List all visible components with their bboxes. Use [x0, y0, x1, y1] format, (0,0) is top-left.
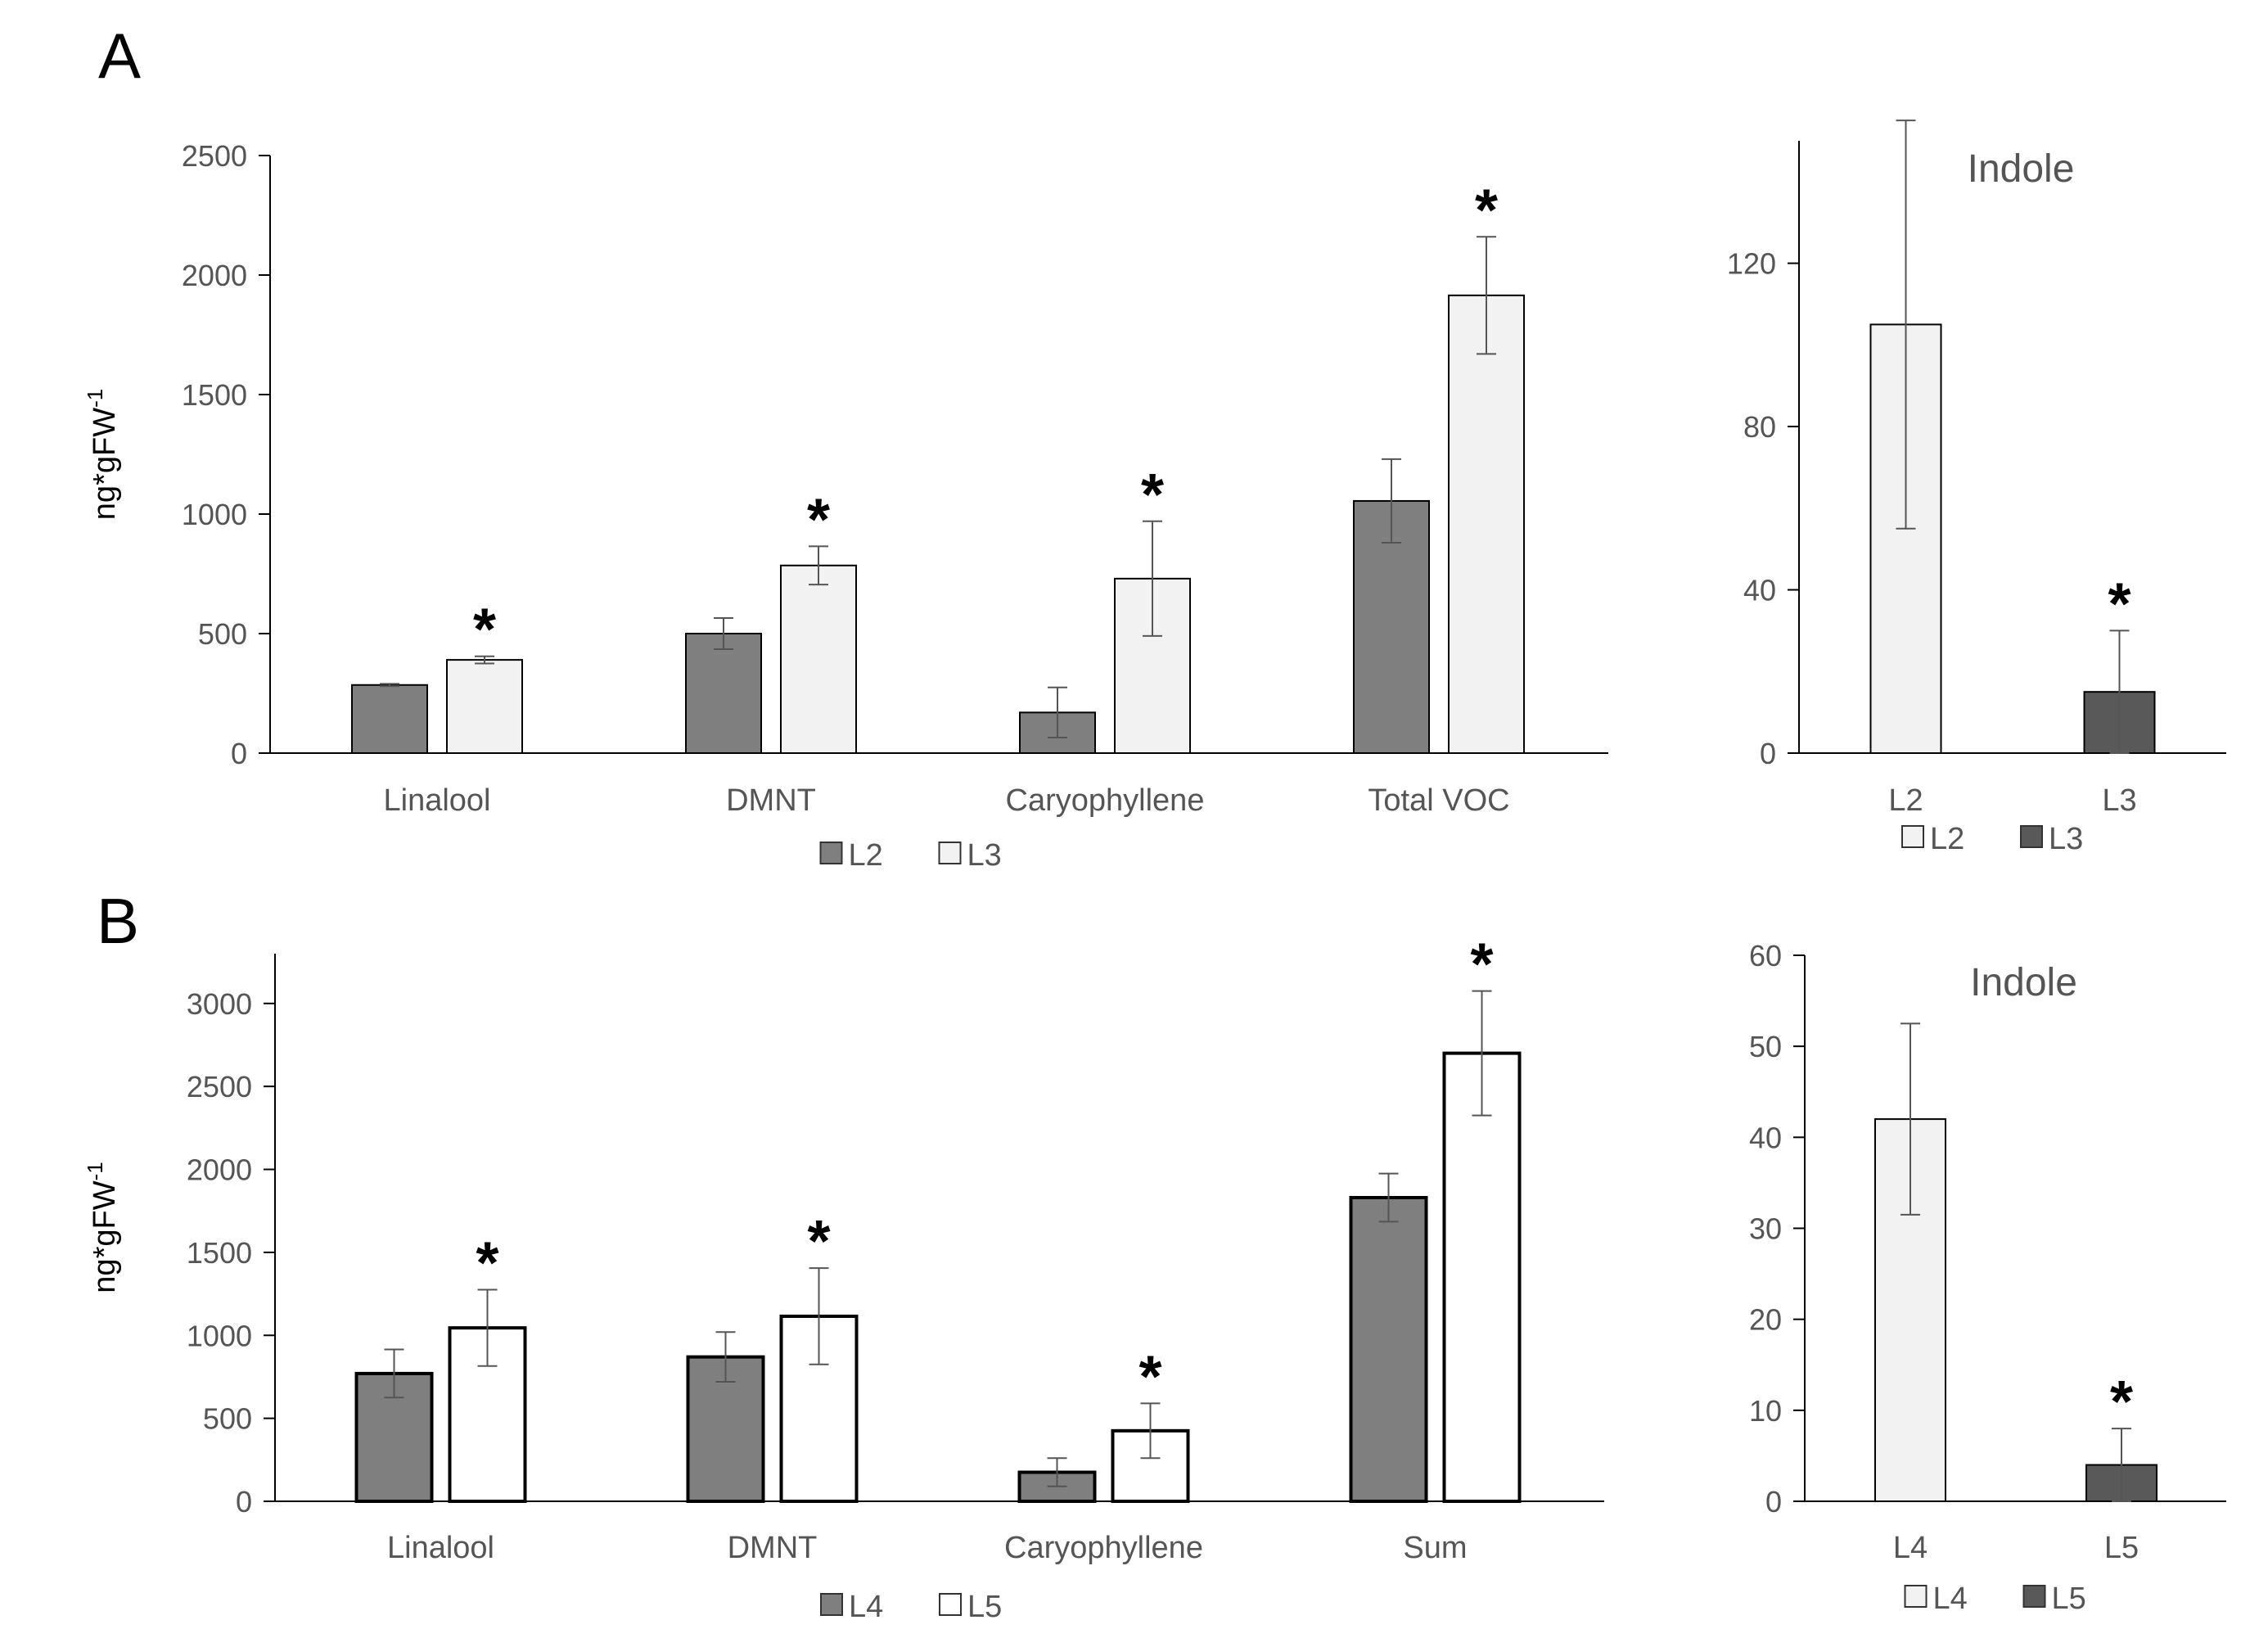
y-tick-label: 20: [1749, 1303, 1782, 1337]
legend-label: L3: [2049, 822, 2083, 856]
y-axis-label-superscript: -1: [83, 1162, 107, 1180]
significance-marker: *: [807, 487, 830, 553]
y-tick-label: 1500: [182, 378, 247, 412]
significance-marker: *: [476, 1231, 498, 1297]
y-tick-label: 40: [1743, 574, 1776, 607]
chart-b-main: 0 500 1000 1500 2000 2500 3000 ng*gFW-1 * Linaloo…: [83, 932, 1604, 1624]
bar: [351, 684, 428, 755]
legend-swatch: [1901, 825, 1924, 848]
legend-swatch: [2022, 1585, 2046, 1608]
y-tick-label: 3000: [187, 987, 252, 1021]
y-tick-label: 0: [1765, 1485, 1782, 1518]
legend-swatch: [820, 1593, 843, 1616]
y-tick-label: 80: [1743, 410, 1776, 444]
y-tick-label: 0: [231, 737, 247, 770]
chart-title: Indole: [1968, 147, 2075, 191]
significance-marker: *: [1141, 463, 1164, 528]
y-tick-label: 120: [1727, 247, 1776, 281]
y-tick-label: 2500: [182, 139, 247, 173]
legend-label: L2: [1930, 822, 1964, 856]
significance-marker: *: [2110, 1370, 2133, 1435]
y-axis-label-superscript: -1: [83, 389, 107, 408]
category-label: L3: [2102, 783, 2136, 818]
bar: [685, 633, 762, 754]
chart-title: Indole: [1970, 961, 2077, 1004]
significance-marker: *: [473, 598, 496, 663]
bar: [1448, 294, 1525, 754]
y-tick-label: 500: [198, 617, 247, 651]
category-label: Sum: [1403, 1531, 1467, 1565]
y-tick-label: 2000: [182, 259, 247, 292]
chart-b-indole: 0 10 20 30 40 50 60 Indole L4 * L5 L4 L5: [1749, 939, 2226, 1616]
legend-label: L4: [849, 1590, 883, 1624]
y-tick-label: 0: [236, 1485, 252, 1518]
significance-marker: *: [1475, 178, 1498, 243]
category-label: Linalool: [387, 1531, 494, 1565]
significance-marker: *: [1139, 1344, 1161, 1410]
y-axis-label-text: ng*gFW: [88, 408, 122, 520]
significance-marker: *: [1470, 932, 1493, 998]
category-label: Caryophyllene: [1004, 1531, 1203, 1565]
bar: [1442, 1051, 1522, 1503]
y-tick-label: 1500: [187, 1236, 252, 1270]
y-axis-label: ng*gFW-1: [83, 1162, 122, 1293]
y-tick-label: 50: [1749, 1030, 1782, 1063]
legend-swatch: [2020, 825, 2043, 848]
y-tick-label: 0: [1760, 737, 1776, 770]
y-axis-label: ng*gFW-1: [83, 389, 122, 520]
legend-swatch: [939, 1593, 962, 1616]
bar: [1017, 1470, 1097, 1503]
chart-a-main: 0 500 1000 1500 2000 2500 ng*gFW-1 * Linalool * DM…: [83, 139, 1608, 873]
y-tick-label: 30: [1749, 1212, 1782, 1246]
bar: [1349, 1196, 1428, 1503]
legend-swatch: [1904, 1585, 1928, 1608]
y-tick-label: 2000: [187, 1153, 252, 1187]
category-label: Caryophyllene: [1006, 783, 1205, 818]
legend-label: L2: [849, 838, 883, 873]
panel-label-b: B: [97, 885, 139, 957]
bar: [1353, 499, 1430, 754]
category-label: DMNT: [726, 783, 816, 818]
category-label: L5: [2104, 1531, 2139, 1565]
y-tick-label: 2500: [187, 1070, 252, 1103]
bar: [780, 564, 857, 755]
legend-label: L5: [967, 1590, 1002, 1624]
category-label: DMNT: [728, 1531, 818, 1565]
bar: [446, 659, 523, 754]
y-tick-label: 500: [203, 1402, 252, 1436]
category-label: L4: [1893, 1531, 1928, 1565]
panel-label-a: A: [98, 20, 141, 92]
y-tick-label: 1000: [187, 1319, 252, 1352]
significance-marker: *: [2108, 571, 2130, 637]
y-tick-label: 10: [1749, 1394, 1782, 1428]
legend-label: L4: [1933, 1582, 1968, 1616]
category-label: Total VOC: [1368, 783, 1509, 818]
legend-swatch: [819, 842, 843, 864]
legend-swatch: [938, 842, 962, 864]
category-label: L2: [1888, 783, 1923, 818]
legend-label: L5: [2052, 1582, 2086, 1616]
y-tick-label: 40: [1749, 1121, 1782, 1154]
y-tick-label: 60: [1749, 939, 1782, 972]
bar: [354, 1371, 434, 1504]
y-tick-label: 1000: [182, 498, 247, 531]
significance-marker: *: [807, 1209, 830, 1275]
legend-label: L3: [967, 838, 1002, 873]
chart-a-indole: 0 40 80 120 Indole L2 * L3 L2 L3: [1727, 120, 2226, 856]
category-label: Linalool: [384, 783, 491, 818]
y-axis-label-text: ng*gFW: [88, 1180, 122, 1293]
